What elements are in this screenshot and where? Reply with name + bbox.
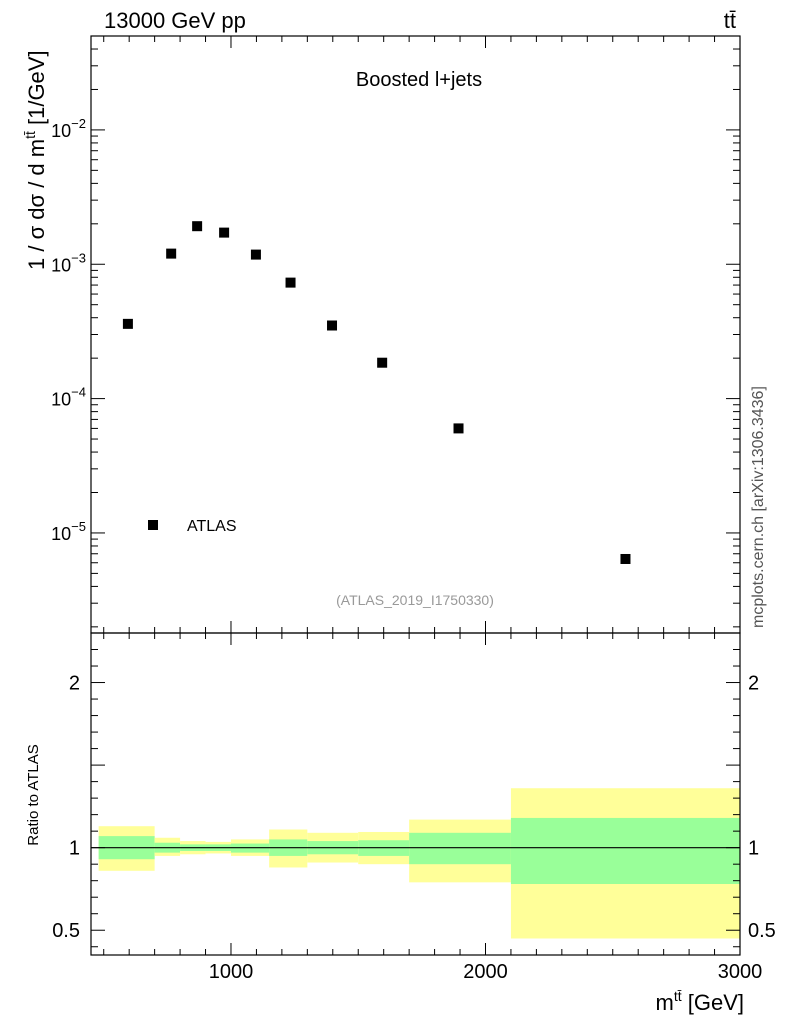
x-tick-labels: 1000 2000 3000 [209, 961, 763, 983]
x-tick-label-2000: 2000 [463, 961, 508, 983]
data-points [122, 221, 631, 564]
x-axis-title-main: m [656, 990, 674, 1015]
data-point-5 [285, 277, 296, 288]
y-tick-label-exp: −4 [71, 385, 86, 400]
main-y-tick-labels: 10−510−410−310−2 [51, 116, 86, 544]
main-y-axis-ticks [91, 35, 741, 633]
ratio-y-tick-label-left-1: 1 [69, 838, 80, 860]
data-point-0 [122, 318, 133, 329]
data-point-9 [620, 553, 631, 564]
x-tick-label-3000: 3000 [718, 961, 763, 983]
y-axis-title-sup: tt̄ [22, 131, 38, 139]
x-tick-label-1000: 1000 [209, 961, 254, 983]
main-frame-border [90, 35, 741, 634]
svg-text:1 / σ dσ / d mtt̄ [1/GeV]: 1 / σ dσ / d mtt̄ [1/GeV] [22, 50, 49, 270]
y-tick-label-1: 10−4 [51, 385, 86, 410]
ratio-y-tick-label-right-0: 0.5 [748, 920, 776, 942]
ratio-frame-border [90, 632, 741, 956]
ratio-y-axis-title: Ratio to ATLAS [25, 744, 42, 845]
y-tick-label-0: 10−5 [51, 519, 86, 544]
x-axis-title-sup: tt̄ [674, 988, 682, 1004]
y-axis-title-main: 1 / σ dσ / d m [24, 139, 49, 270]
x-axis-title-unit: [GeV] [682, 990, 744, 1015]
data-point-1 [166, 248, 177, 259]
y-tick-label-exp: −2 [71, 116, 86, 131]
side-label: mcplots.cern.ch [arXiv:1306.3436] [750, 386, 767, 628]
y-tick-label-exp: −3 [71, 250, 86, 265]
data-point-7 [377, 357, 388, 368]
legend-marker [148, 520, 158, 530]
ratio-inner-band-8 [409, 832, 511, 865]
y-tick-label-2: 10−3 [51, 250, 86, 275]
data-point-3 [219, 227, 230, 238]
y-tick-label-3: 10−2 [51, 116, 86, 141]
y-axis-title: 1 / σ dσ / d mtt̄ [1/GeV] [22, 50, 49, 270]
y-axis-title-unit: [1/GeV] [24, 50, 49, 131]
analysis-id: (ATLAS_2019_I1750330) [336, 592, 494, 608]
legend-label: ATLAS [187, 518, 237, 535]
data-point-6 [327, 320, 338, 331]
y-tick-label-exp: −5 [71, 519, 86, 534]
ratio-bands [98, 788, 740, 939]
data-point-2 [192, 221, 203, 232]
ratio-y-tick-label-left-2: 2 [69, 673, 80, 695]
ratio-y-tick-labels: 0.5 0.5 1 1 2 2 [52, 673, 776, 943]
chart-title: Boosted l+jets [356, 69, 482, 91]
ratio-y-tick-label-right-2: 2 [748, 673, 759, 695]
ratio-y-tick-label-right-1: 1 [748, 838, 759, 860]
y-tick-label-base: 10 [51, 255, 71, 275]
x-axis-title: mtt̄ [GeV] [656, 988, 744, 1015]
ratio-y-tick-label-left-0: 0.5 [52, 920, 80, 942]
y-tick-label-base: 10 [51, 390, 71, 410]
header-left: 13000 GeV pp [104, 8, 246, 33]
data-point-8 [453, 423, 464, 434]
y-tick-label-base: 10 [51, 524, 71, 544]
ratio-y-axis-ticks [91, 632, 741, 955]
ratio-plot-area [90, 632, 741, 956]
header-right: tt̄ [724, 8, 736, 33]
y-tick-label-base: 10 [51, 121, 71, 141]
svg-text:mtt̄ [GeV]: mtt̄ [GeV] [656, 988, 744, 1015]
ratio-inner-band-9 [510, 817, 740, 884]
data-point-4 [250, 249, 261, 260]
main-plot-area [90, 35, 741, 634]
